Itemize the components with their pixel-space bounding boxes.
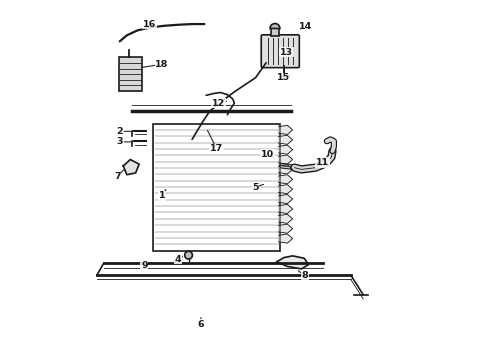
Bar	[153, 123, 280, 251]
Text: 16: 16	[143, 19, 156, 28]
FancyBboxPatch shape	[261, 35, 299, 68]
Polygon shape	[123, 159, 139, 175]
Text: 15: 15	[277, 73, 291, 82]
Polygon shape	[277, 256, 309, 269]
Text: 5: 5	[252, 183, 259, 192]
Polygon shape	[278, 224, 293, 233]
Polygon shape	[278, 145, 293, 154]
Text: 6: 6	[197, 320, 204, 329]
Polygon shape	[278, 194, 293, 204]
Text: 18: 18	[155, 60, 169, 69]
Text: 11: 11	[316, 158, 329, 167]
Polygon shape	[278, 204, 293, 213]
Polygon shape	[278, 135, 293, 144]
Polygon shape	[278, 185, 293, 194]
Text: 13: 13	[280, 48, 293, 57]
Polygon shape	[278, 234, 293, 243]
Bar	[271, 28, 279, 36]
Text: 3: 3	[117, 138, 123, 147]
Polygon shape	[278, 214, 293, 224]
Polygon shape	[278, 175, 293, 184]
Polygon shape	[278, 155, 293, 164]
Wedge shape	[270, 23, 280, 28]
Polygon shape	[278, 125, 293, 135]
Polygon shape	[278, 165, 293, 174]
Text: 12: 12	[212, 99, 225, 108]
Bar	[119, 57, 142, 91]
Text: 4: 4	[174, 255, 181, 264]
Text: 17: 17	[210, 144, 223, 153]
Text: 14: 14	[299, 22, 312, 31]
Circle shape	[185, 251, 193, 259]
Text: 8: 8	[302, 271, 308, 280]
Text: 1: 1	[159, 192, 166, 201]
Text: 10: 10	[261, 150, 274, 159]
Text: 9: 9	[141, 261, 148, 270]
Text: 2: 2	[117, 127, 123, 136]
Text: 7: 7	[114, 172, 121, 181]
